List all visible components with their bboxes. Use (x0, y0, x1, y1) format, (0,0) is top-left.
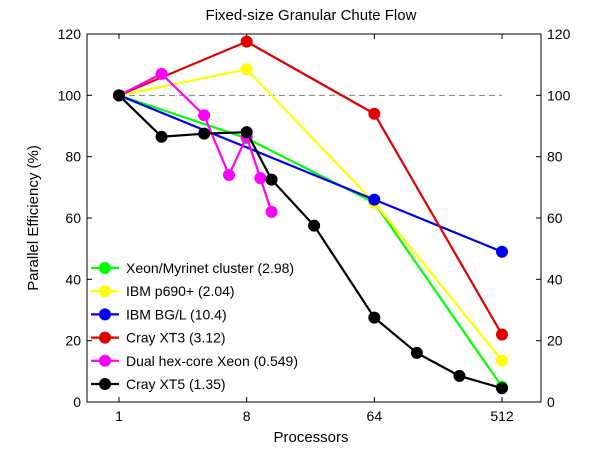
legend-item: IBM p690+ (2.04) (91, 283, 235, 299)
legend-item: Cray XT5 (1.35) (91, 376, 226, 392)
data-point (265, 173, 278, 186)
y-tick-label: 120 (58, 26, 82, 42)
y-tick-label: 100 (58, 87, 82, 103)
x-tick-label: 8 (243, 408, 251, 424)
y-right-tick-label: 80 (547, 149, 563, 165)
legend-marker (99, 354, 111, 367)
data-point (240, 63, 253, 76)
series-line (118, 72, 273, 213)
x-axis-label: Processors (273, 429, 348, 446)
y-tick-label: 40 (65, 271, 81, 287)
y-right-tick-label: 20 (547, 333, 563, 349)
y-right-tick-label: 40 (547, 271, 563, 287)
data-point (496, 328, 508, 341)
y-tick-label: 80 (65, 149, 81, 165)
series-5 (113, 89, 508, 395)
series-line (118, 68, 503, 362)
legend-label: Cray XT5 (1.35) (126, 376, 226, 392)
legend-label: Cray XT3 (3.12) (126, 330, 226, 346)
data-point (496, 245, 508, 258)
legend-marker (99, 285, 111, 298)
y-right-tick-label: 0 (547, 394, 555, 410)
x-tick-label: 1 (115, 408, 123, 424)
legend-marker (99, 331, 111, 344)
y-tick-label: 20 (65, 333, 81, 349)
y-tick-label: 0 (73, 394, 81, 410)
legend-label: Xeon/Myrinet cluster (2.98) (126, 260, 294, 276)
data-point (496, 382, 508, 395)
plot-area: 0 20 40 60 80 100 120 0 20 40 60 80 100 120 1 8 64 512 (58, 26, 571, 424)
data-point (368, 193, 381, 206)
y-right-tick-label: 60 (547, 210, 563, 226)
data-point (265, 205, 278, 218)
legend-marker (99, 378, 111, 390)
legend-marker (99, 262, 111, 274)
data-point (223, 169, 236, 182)
legend: Xeon/Myrinet cluster (2.98) IBM p690+ (2.… (91, 260, 298, 392)
data-point (113, 89, 125, 102)
legend-item: Xeon/Myrinet cluster (2.98) (91, 260, 294, 276)
chart-title: Fixed-size Granular Chute Flow (206, 7, 417, 24)
x-tick-label: 512 (490, 408, 514, 424)
data-point (254, 172, 267, 185)
legend-marker (99, 308, 111, 321)
series-line (118, 40, 503, 336)
y-right-tick-label: 120 (547, 26, 571, 42)
data-point (368, 107, 381, 120)
data-point (410, 346, 423, 359)
legend-item: Dual hex-core Xeon (0.549) (91, 353, 298, 369)
data-point (453, 369, 466, 382)
data-point (198, 127, 211, 140)
legend-label: IBM BG/L (10.4) (126, 306, 227, 322)
series-4 (113, 67, 278, 218)
data-point (198, 109, 211, 122)
data-point (240, 35, 253, 48)
y-tick-label: 60 (65, 210, 81, 226)
data-point (368, 311, 381, 324)
data-point (240, 126, 253, 139)
series-line (118, 94, 503, 388)
y-axis-label: Parallel Efficiency (%) (25, 145, 42, 291)
data-point (155, 67, 168, 80)
series-line (118, 94, 503, 390)
data-point (155, 130, 168, 143)
data-point (308, 219, 321, 232)
legend-item: Cray XT3 (3.12) (91, 330, 226, 346)
legend-item: IBM BG/L (10.4) (91, 306, 227, 322)
x-tick-label: 64 (367, 408, 383, 424)
series-2 (113, 89, 508, 258)
plot-frame (86, 33, 542, 403)
legend-label: Dual hex-core Xeon (0.549) (126, 353, 298, 369)
legend-label: IBM p690+ (2.04) (126, 283, 235, 299)
y-right-tick-label: 100 (547, 87, 571, 103)
data-point (496, 354, 508, 367)
